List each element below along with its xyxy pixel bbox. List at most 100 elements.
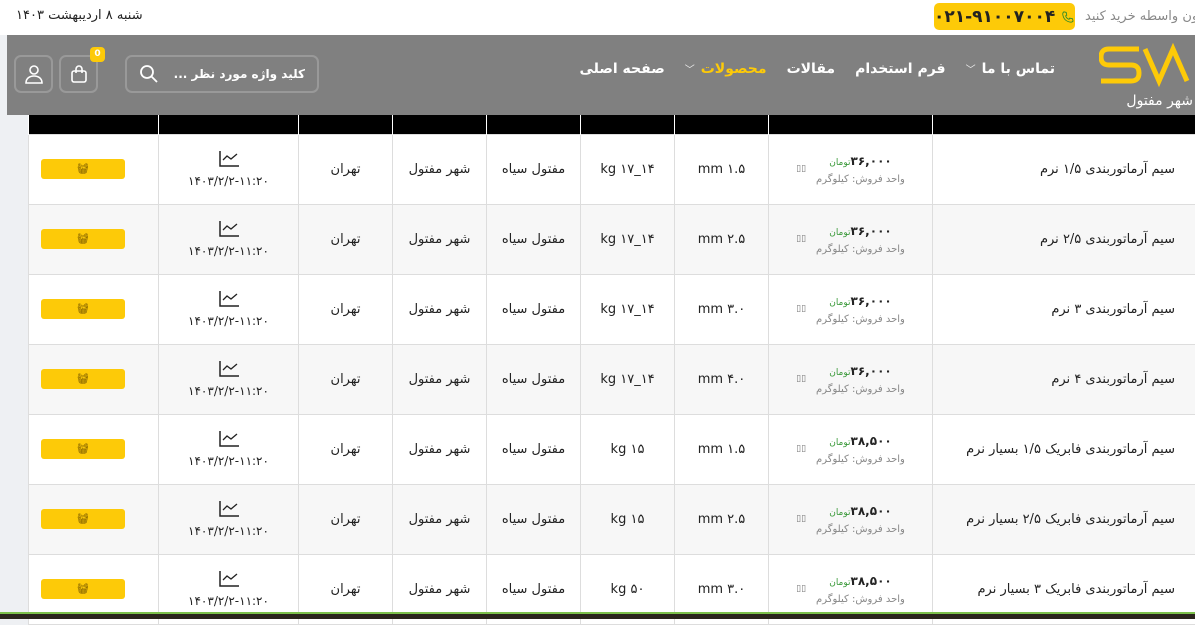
- update-date: ۱۴۰۳/۲/۲-۱۱:۲۰: [159, 384, 298, 398]
- nav-products[interactable]: محصولات ﹀: [685, 61, 767, 77]
- product-name[interactable]: سیم آرماتوربندی ۴ نرم: [933, 344, 1195, 414]
- current-date: شنبه ۸ اردیبهشت ۱۴۰۳: [16, 8, 143, 23]
- basket-icon: 🧺︎: [77, 374, 90, 385]
- currency: تومان: [829, 438, 850, 448]
- update-date: ۱۴۰۳/۲/۲-۱۱:۲۰: [159, 454, 298, 468]
- price-value: ۳۶,۰۰۰: [851, 294, 892, 308]
- nav-home[interactable]: صفحه اصلی: [579, 61, 664, 77]
- product-name[interactable]: سیم آرماتوربندی ۲/۵ نرم: [933, 204, 1195, 274]
- price-chart-icon[interactable]: [218, 360, 240, 378]
- table-row: سیم آرماتوربندی فابریک ۱/۵ بسیار نرم ۳۸,…: [29, 414, 1195, 484]
- nav-articles[interactable]: مقالات: [787, 61, 836, 77]
- main-header: شهر مفتول صفحه اصلی محصولات ﹀ مقالات فرم …: [7, 35, 1195, 115]
- price-chart-icon[interactable]: [218, 220, 240, 238]
- sale-unit: واحد فروش: کیلوگرم: [816, 244, 905, 255]
- chevron-down-icon: ﹀: [966, 65, 976, 76]
- type-cell: مفتول سیاه: [487, 204, 581, 274]
- product-name[interactable]: سیم آرماتوربندی ۳ نرم: [933, 274, 1195, 344]
- footer-strip: [0, 612, 1195, 619]
- producer-cell: شهر مفتول: [393, 344, 487, 414]
- history-cell: ۱۴۰۳/۲/۲-۱۱:۲۰: [159, 344, 299, 414]
- currency: تومان: [829, 578, 850, 588]
- type-cell: مفتول سیاه: [487, 274, 581, 344]
- basket-icon: 🧺︎: [77, 304, 90, 315]
- size-cell: ۱.۵ mm: [675, 414, 769, 484]
- size-cell: ۴.۰ mm: [675, 344, 769, 414]
- city-cell: تهران: [299, 204, 393, 274]
- type-cell: مفتول سیاه: [487, 344, 581, 414]
- nav-jobs[interactable]: فرم استخدام: [855, 61, 946, 77]
- chevron-down-icon: ﹀: [685, 65, 695, 76]
- nav-products-label: محصولات: [701, 61, 767, 77]
- product-name[interactable]: سیم آرماتوربندی فابریک ۱/۵ بسیار نرم: [933, 414, 1195, 484]
- price-chart-icon[interactable]: [218, 570, 240, 588]
- basket-icon: 🧺︎: [77, 234, 90, 245]
- account-button[interactable]: [14, 55, 53, 93]
- cart-cell: 🧺︎: [29, 134, 159, 204]
- product-name[interactable]: سیم آرماتوربندی ۱/۵ نرم: [933, 134, 1195, 204]
- info-icon: ▯▯: [796, 374, 806, 384]
- price-chart-icon[interactable]: [218, 150, 240, 168]
- size-cell: ۳.۰ mm: [675, 274, 769, 344]
- main-nav: صفحه اصلی محصولات ﹀ مقالات فرم استخدام تم…: [579, 61, 1055, 77]
- price-chart-icon[interactable]: [218, 430, 240, 448]
- add-to-cart-button[interactable]: 🧺︎: [41, 509, 125, 529]
- cart-cell: 🧺︎: [29, 484, 159, 554]
- add-to-cart-button[interactable]: 🧺︎: [41, 159, 125, 179]
- add-to-cart-button[interactable]: 🧺︎: [41, 439, 125, 459]
- sale-unit: واحد فروش: کیلوگرم: [816, 594, 905, 605]
- cart-cell: 🧺︎: [29, 414, 159, 484]
- weight-cell: ۱۴_۱۷ kg: [581, 344, 675, 414]
- phone-icon: [1061, 7, 1075, 27]
- price-value: ۳۸,۵۰۰: [851, 574, 892, 588]
- basket-icon: 🧺︎: [77, 514, 90, 525]
- basket-icon: 🧺︎: [77, 164, 90, 175]
- add-to-cart-button[interactable]: 🧺︎: [41, 229, 125, 249]
- weight-cell: ۱۵ kg: [581, 484, 675, 554]
- currency: تومان: [829, 368, 850, 378]
- phone-button[interactable]: ۰۲۱-۹۱۰۰۷۰۰۴: [934, 3, 1075, 30]
- history-cell: ۱۴۰۳/۲/۲-۱۱:۲۰: [159, 204, 299, 274]
- weight-cell: ۱۴_۱۷ kg: [581, 134, 675, 204]
- basket-icon: 🧺︎: [77, 444, 90, 455]
- history-cell: ۱۴۰۳/۲/۲-۱۱:۲۰: [159, 484, 299, 554]
- producer-cell: شهر مفتول: [393, 134, 487, 204]
- nav-contact[interactable]: تماس با ما ﹀: [966, 61, 1055, 77]
- producer-cell: شهر مفتول: [393, 414, 487, 484]
- info-icon: ▯▯: [796, 234, 806, 244]
- producer-cell: شهر مفتول: [393, 204, 487, 274]
- weight-cell: ۱۵ kg: [581, 414, 675, 484]
- search-icon[interactable]: [139, 64, 159, 84]
- currency: تومان: [829, 228, 850, 238]
- size-cell: ۲.۵ mm: [675, 204, 769, 274]
- price-value: ۳۶,۰۰۰: [851, 154, 892, 168]
- price-value: ۳۸,۵۰۰: [851, 504, 892, 518]
- price-chart-icon[interactable]: [218, 290, 240, 308]
- phone-number: ۰۲۱-۹۱۰۰۷۰۰۴: [934, 7, 1055, 27]
- add-to-cart-button[interactable]: 🧺︎: [41, 369, 125, 389]
- update-date: ۱۴۰۳/۲/۲-۱۱:۲۰: [159, 524, 298, 538]
- product-name[interactable]: سیم آرماتوربندی فابریک ۲/۵ بسیار نرم: [933, 484, 1195, 554]
- price-chart-icon[interactable]: [218, 500, 240, 518]
- cart-cell: 🧺︎: [29, 274, 159, 344]
- add-to-cart-button[interactable]: 🧺︎: [41, 299, 125, 319]
- site-logo[interactable]: شهر مفتول: [1099, 43, 1195, 111]
- update-date: ۱۴۰۳/۲/۲-۱۱:۲۰: [159, 244, 298, 258]
- search-input[interactable]: کلید واژه مورد نظر ...: [125, 55, 319, 93]
- cart-count-badge: 0: [90, 47, 105, 62]
- add-to-cart-button[interactable]: 🧺︎: [41, 579, 125, 599]
- nav-contact-label: تماس با ما: [982, 61, 1055, 77]
- table-row: سیم آرماتوربندی فابریک ۲/۵ بسیار نرم ۳۸,…: [29, 484, 1195, 554]
- weight-cell: ۱۴_۱۷ kg: [581, 204, 675, 274]
- type-cell: مفتول سیاه: [487, 414, 581, 484]
- city-cell: تهران: [299, 484, 393, 554]
- history-cell: ۱۴۰۳/۲/۲-۱۱:۲۰: [159, 134, 299, 204]
- history-cell: ۱۴۰۳/۲/۲-۱۱:۲۰: [159, 414, 299, 484]
- search-placeholder: کلید واژه مورد نظر ...: [174, 67, 305, 81]
